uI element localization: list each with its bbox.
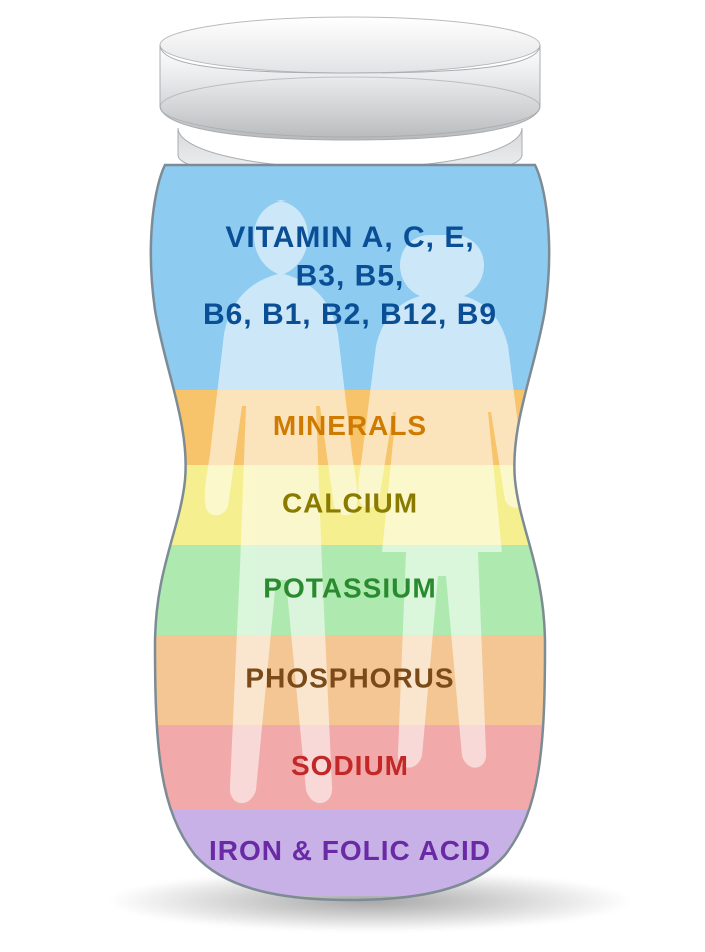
label-iron_folic: IRON & FOLIC ACID	[209, 835, 491, 866]
bottle-svg: VITAMIN A, C, E, B3, B5, B6, B1, B2, B12, …	[100, 10, 600, 910]
label-phosphorus: PHOSPHORUS	[245, 662, 454, 693]
label-vitamins-line3: B6, B1, B2, B12, B9	[203, 298, 497, 331]
label-sodium: SODIUM	[291, 750, 409, 781]
infographic-stage: VITAMIN A, C, E, B3, B5, B6, B1, B2, B12, …	[0, 0, 705, 952]
label-potassium: POTASSIUM	[263, 572, 436, 603]
label-vitamins-line1: VITAMIN A, C, E,	[225, 221, 474, 254]
bottle-cap	[160, 17, 540, 180]
label-calcium: CALCIUM	[282, 487, 418, 518]
label-minerals: MINERALS	[273, 410, 427, 441]
label-vitamins-line2: B3, B5,	[296, 259, 405, 292]
